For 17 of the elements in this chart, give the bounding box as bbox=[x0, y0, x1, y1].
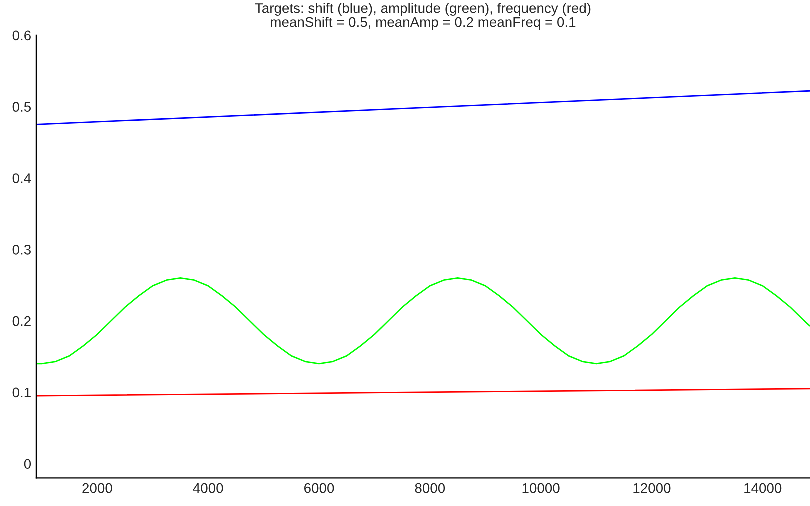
y-tick-label: 0.3 bbox=[12, 244, 31, 255]
chart-subtitle: meanShift = 0.5, meanAmp = 0.2 meanFreq = 0.1 bbox=[271, 17, 576, 30]
x-tick-label: 10000 bbox=[522, 483, 560, 494]
y-tick-label: 0.2 bbox=[12, 316, 31, 326]
y-tick-label: 0.4 bbox=[12, 174, 32, 184]
y-tick-label: 0 bbox=[24, 459, 32, 470]
x-tick-label: 8000 bbox=[415, 483, 446, 494]
x-tick-label: 4000 bbox=[193, 483, 224, 494]
chart-title: Targets: shift (blue), amplitude (green), frequency (red) bbox=[255, 3, 591, 16]
line-series bbox=[36, 278, 810, 365]
x-tick-label: 14000 bbox=[744, 483, 782, 494]
y-tick-label: 0.6 bbox=[12, 30, 31, 41]
x-tick-label: 6000 bbox=[304, 483, 334, 494]
x-tick-label: 2000 bbox=[82, 483, 112, 494]
y-tick-label: 0.5 bbox=[12, 102, 32, 112]
x-tick-label: 12000 bbox=[634, 483, 671, 494]
y-tick-label: 0.1 bbox=[12, 388, 31, 398]
